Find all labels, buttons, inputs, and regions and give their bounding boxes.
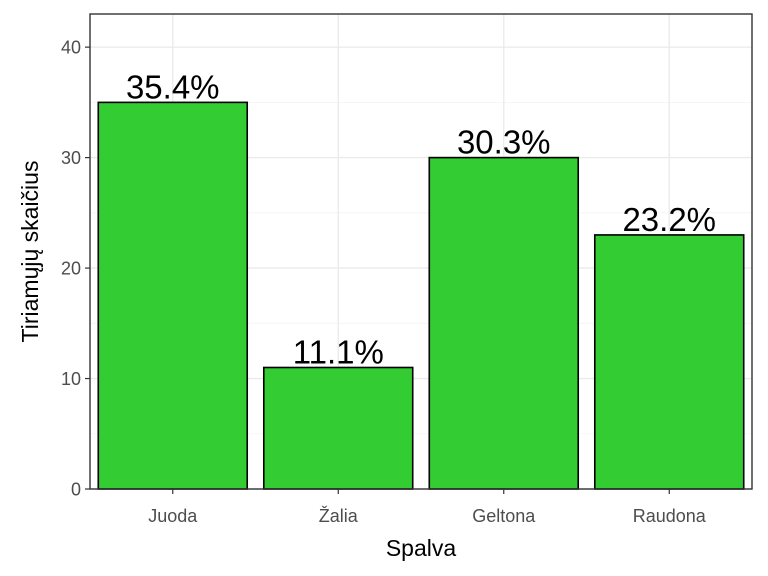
x-axis-title: Spalva xyxy=(386,535,457,561)
data-labels-group: 35.4% 11.1% 30.3% 23.2% xyxy=(126,68,716,370)
y-axis-title: Tiriamųjų skaičius xyxy=(17,161,43,343)
x-tick-label: Raudona xyxy=(633,506,707,526)
data-label-2: 30.3% xyxy=(457,124,551,161)
bar-2 xyxy=(428,156,580,490)
y-tick-label: 40 xyxy=(61,38,81,58)
y-axis: 0 10 20 30 40 xyxy=(61,38,90,500)
y-tick-label: 10 xyxy=(61,369,81,389)
data-label-1: 11.1% xyxy=(293,333,384,370)
x-axis: Juoda Žalia Geltona Raudona xyxy=(148,489,707,526)
panel-border xyxy=(89,13,753,490)
y-tick-label: 30 xyxy=(61,148,81,168)
x-tick-label: Geltona xyxy=(472,506,536,526)
bars-group xyxy=(97,101,745,490)
y-tick-label: 20 xyxy=(61,259,81,279)
bar-1 xyxy=(262,366,414,490)
y-tick-label: 0 xyxy=(71,480,81,500)
x-tick-label: Žalia xyxy=(319,506,359,526)
data-label-0: 35.4% xyxy=(126,68,220,105)
bar-3 xyxy=(593,234,745,490)
bar-0 xyxy=(97,101,249,490)
x-tick-label: Juoda xyxy=(148,506,198,526)
data-label-3: 23.2% xyxy=(622,201,716,238)
